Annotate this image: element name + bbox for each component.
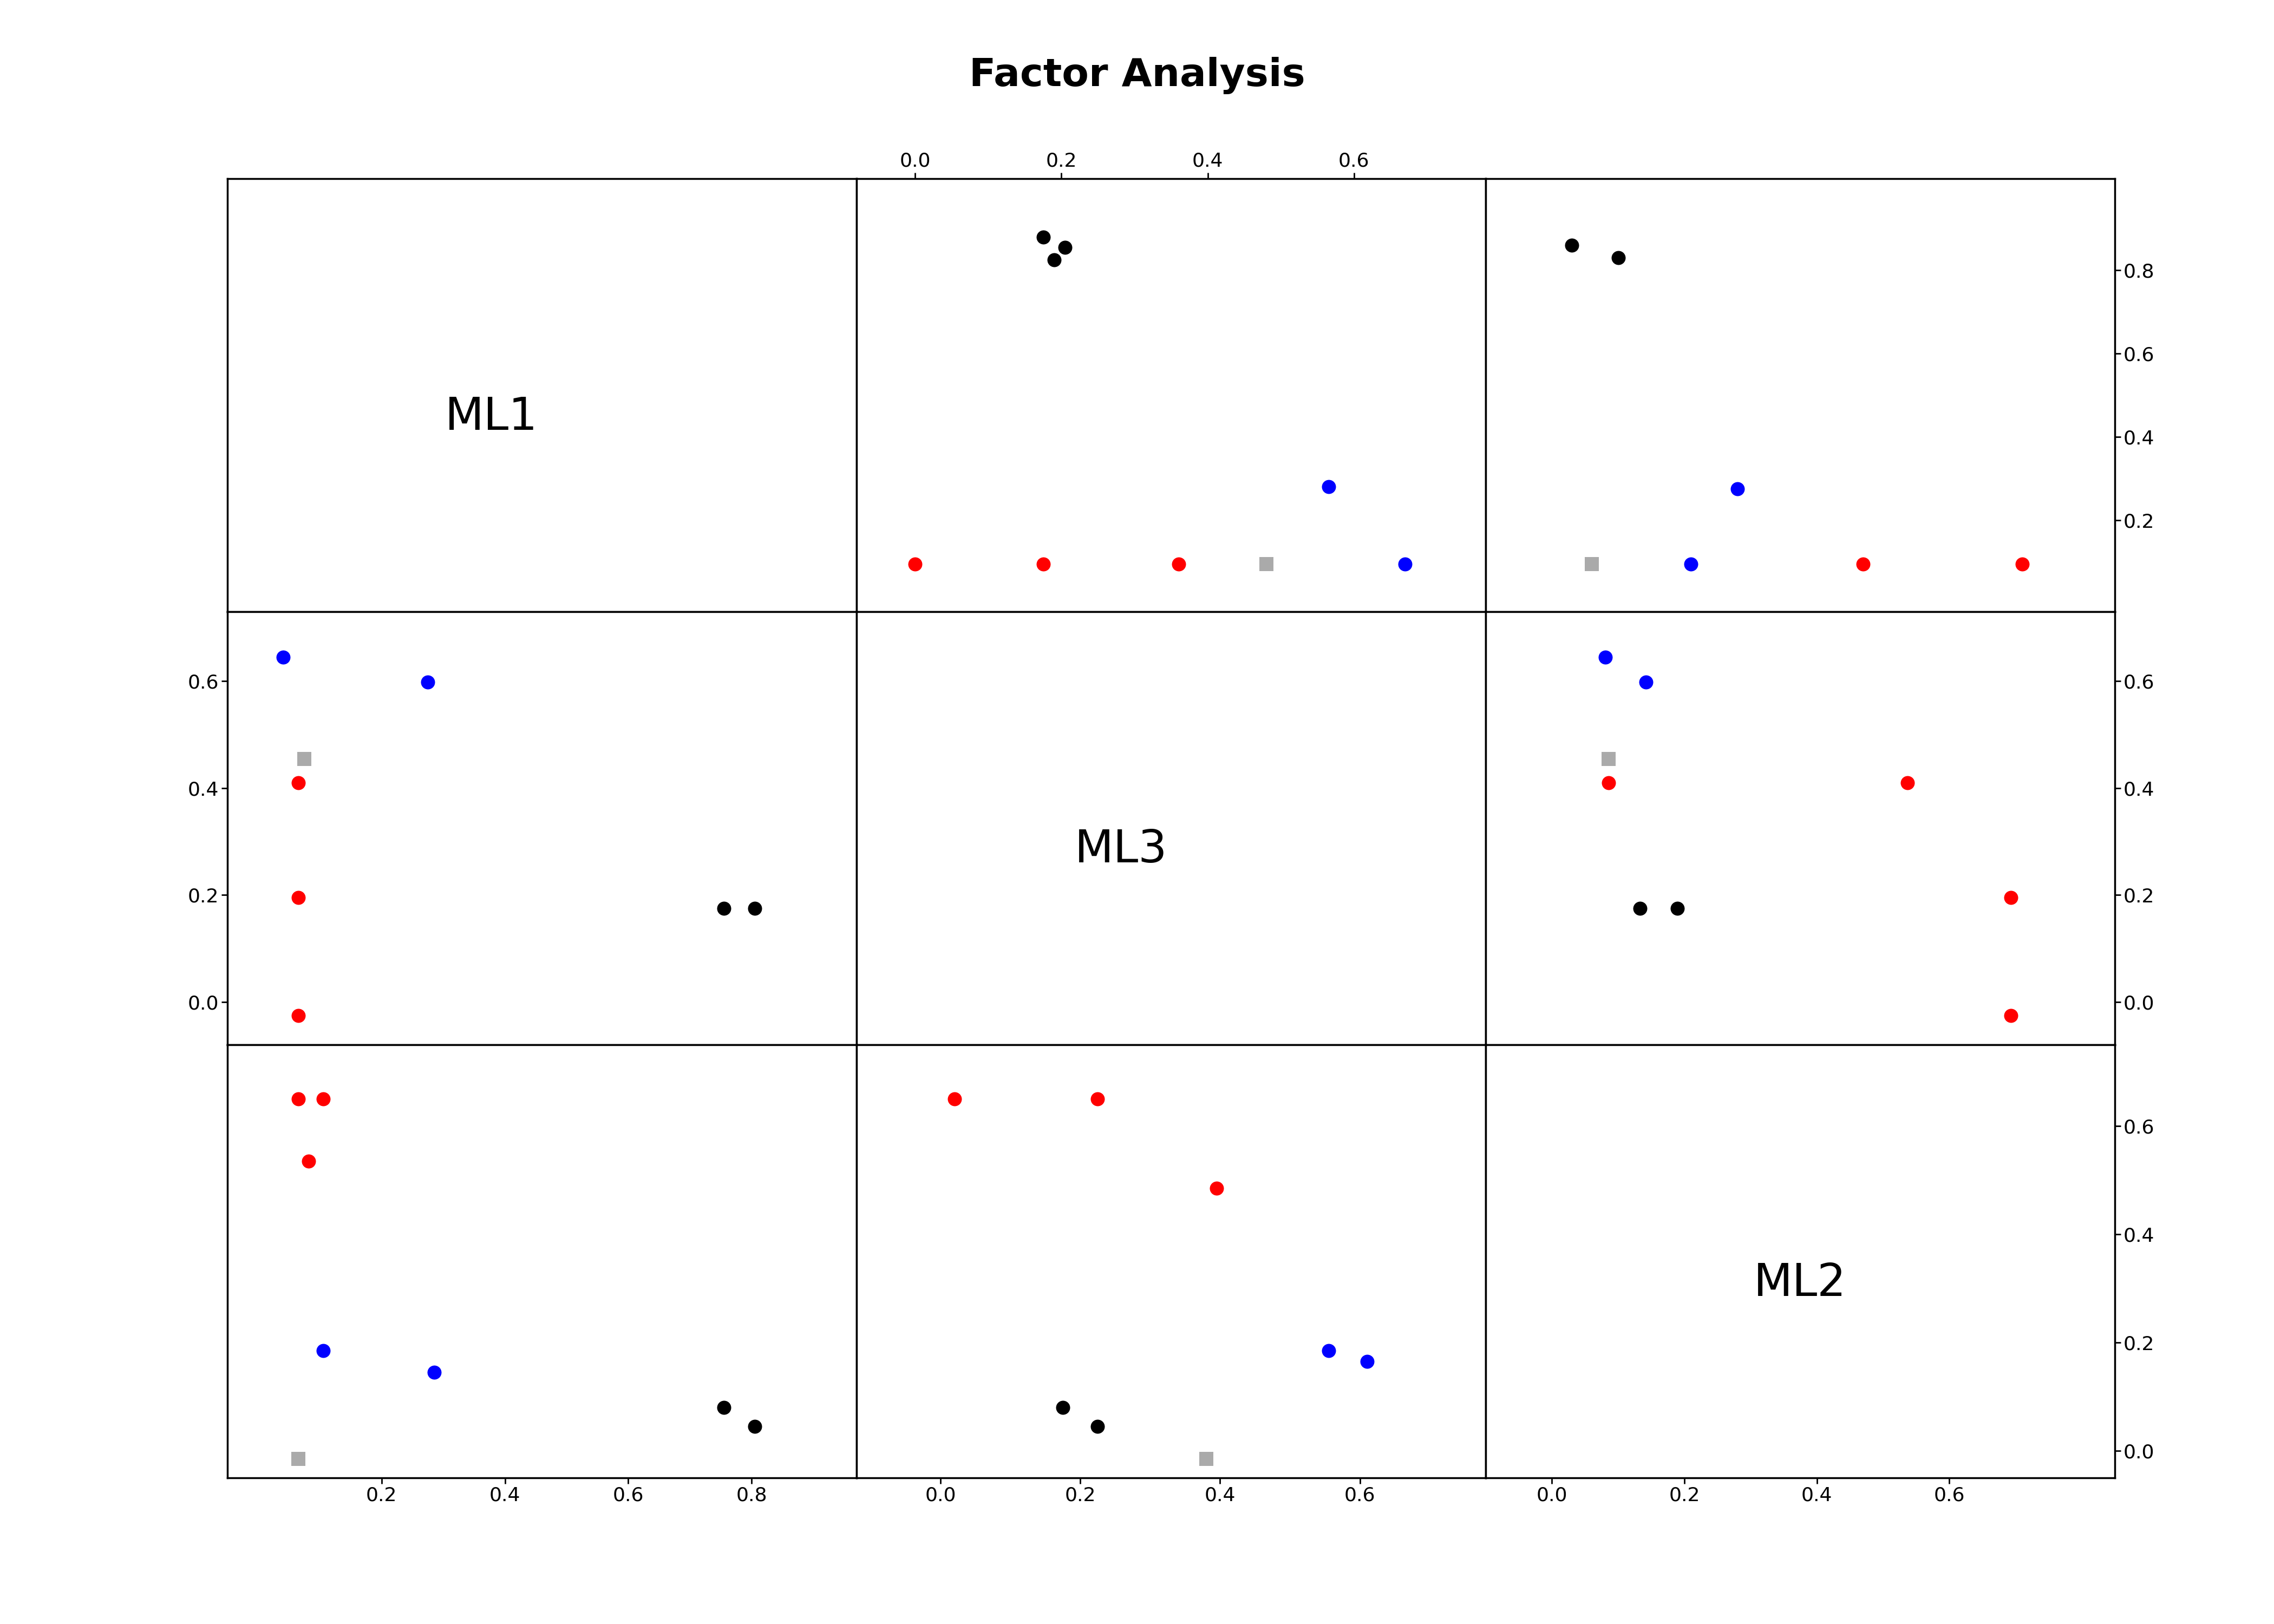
Point [287,745,323,771]
Point [1248,551,1285,577]
Point [1719,476,1756,502]
Point [1628,669,1665,695]
Point [1587,645,1624,671]
Point [280,1002,316,1028]
Point [1844,551,1881,577]
Point [2003,551,2040,577]
Point [1080,1086,1117,1112]
Point [291,1148,327,1174]
Point [1590,745,1626,771]
Point [1310,474,1346,500]
Text: ML3: ML3 [1073,828,1167,872]
Point [1992,885,2028,911]
Point [1187,1445,1223,1471]
Text: Factor Analysis: Factor Analysis [969,57,1305,94]
Point [305,1086,341,1112]
Text: ML2: ML2 [1753,1260,1846,1306]
Point [705,1395,741,1421]
Point [705,895,741,921]
Point [1660,895,1696,921]
Point [896,551,932,577]
Point [1080,1413,1117,1439]
Point [1553,232,1590,258]
Point [737,895,773,921]
Point [737,1413,773,1439]
Point [1574,551,1610,577]
Point [280,1445,316,1471]
Point [1348,1348,1385,1374]
Point [1387,551,1424,577]
Point [305,1338,341,1364]
Point [1890,770,1926,796]
Point [280,1086,316,1112]
Point [1198,1176,1235,1202]
Point [1026,224,1062,250]
Point [1037,247,1073,273]
Point [409,669,446,695]
Point [1601,245,1637,271]
Point [280,885,316,911]
Point [1992,1002,2028,1028]
Point [280,770,316,796]
Point [1046,234,1082,260]
Point [1674,551,1710,577]
Point [416,1359,453,1385]
Point [1621,895,1658,921]
Point [1590,770,1626,796]
Point [1160,551,1196,577]
Point [937,1086,973,1112]
Point [264,645,300,671]
Point [1310,1338,1346,1364]
Text: ML1: ML1 [446,395,539,438]
Point [1044,1395,1080,1421]
Point [1026,551,1062,577]
